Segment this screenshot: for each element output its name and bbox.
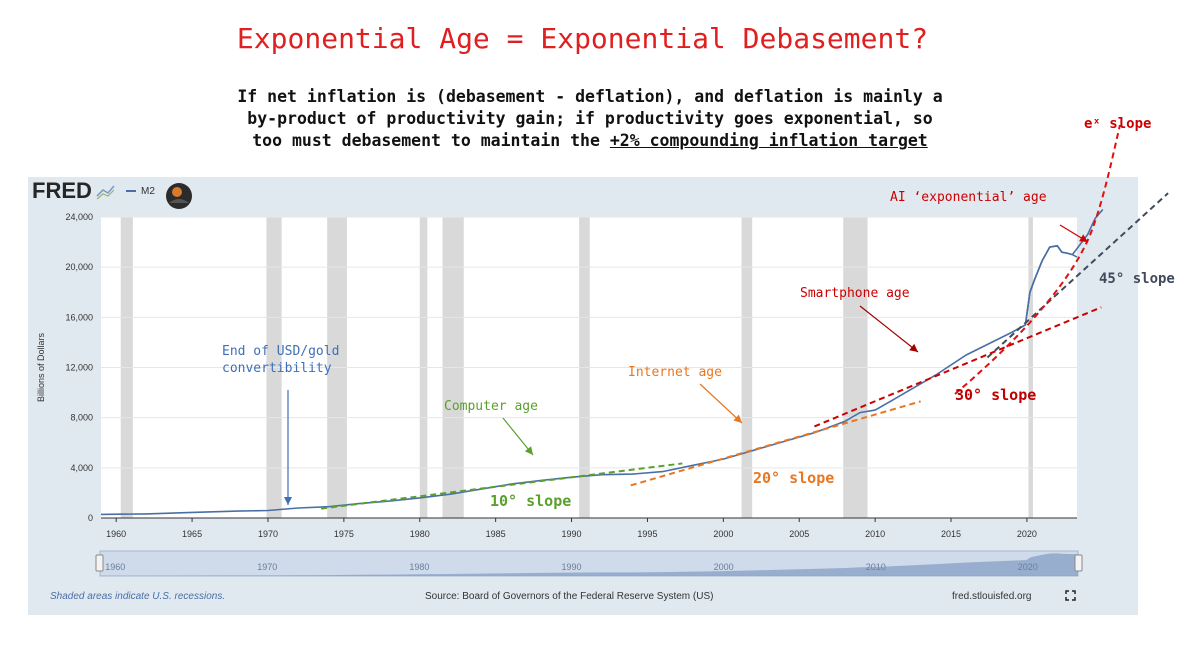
x-tick-label: 1965 xyxy=(182,529,202,539)
trend-line-10deg xyxy=(320,462,683,510)
y-tick-label: 8,000 xyxy=(70,413,93,423)
range-selector-area xyxy=(100,553,1078,576)
trend-line-45deg xyxy=(986,192,1169,359)
x-tick-label: 2015 xyxy=(941,529,961,539)
usd-gold-label-line2: convertibility xyxy=(222,361,332,376)
subtitle-line-3-prefix: too must debasement to maintain the xyxy=(252,131,610,150)
y-tick-label: 0 xyxy=(88,513,93,523)
x-tick-label: 1995 xyxy=(637,529,657,539)
avatar xyxy=(166,183,192,209)
y-axis-label: Billions of Dollars xyxy=(36,332,46,402)
fred-logo[interactable]: FRED xyxy=(32,178,92,203)
arrow-computer-age-head xyxy=(524,446,533,455)
x-tick-label: 1985 xyxy=(486,529,506,539)
x-tick-label: 1975 xyxy=(334,529,354,539)
legend-label-m2: M2 xyxy=(141,186,155,197)
range-selector-label: 1970 xyxy=(257,562,277,572)
recession-note: Shaded areas indicate U.S. recessions. xyxy=(50,591,225,602)
arrow-internet-age xyxy=(699,383,743,424)
usd-gold-label-line1: End of USD/gold xyxy=(222,344,339,359)
subtitle-line-3: too must debasement to maintain the +2% … xyxy=(160,130,1020,152)
fullscreen-icon[interactable] xyxy=(1065,590,1076,601)
slope45-label: 45° slope xyxy=(1099,271,1175,287)
y-tick-label: 16,000 xyxy=(65,312,93,322)
fred-url[interactable]: fred.stlouisfed.org xyxy=(952,591,1032,602)
inflation-target-text: +2% compounding inflation target xyxy=(609,131,928,150)
range-selector-label: 2010 xyxy=(866,562,886,572)
arrow-usd-gold-head xyxy=(284,497,292,505)
x-tick-label: 2010 xyxy=(865,529,885,539)
x-tick-label: 1980 xyxy=(410,529,430,539)
x-tick-label: 1970 xyxy=(258,529,278,539)
subtitle: If net inflation is (debasement - deflat… xyxy=(160,86,1020,152)
series-line-m2-overlay xyxy=(1011,208,1104,334)
ai-age-label: AI ‘exponential’ age xyxy=(890,190,1047,205)
x-tick-label: 1960 xyxy=(106,529,126,539)
range-selector-label: 2000 xyxy=(714,562,734,572)
trend-line-20deg xyxy=(630,400,921,487)
arrow-smartphone-age xyxy=(859,305,919,353)
subtitle-line-2: by-product of productivity gain; if prod… xyxy=(247,109,933,128)
trend-curve-exponential xyxy=(954,124,1121,395)
slope20-label: 20° slope xyxy=(753,469,834,487)
x-tick-label: 2005 xyxy=(789,529,809,539)
y-tick-label: 4,000 xyxy=(70,463,93,473)
trend-line-30deg xyxy=(814,306,1102,428)
x-tick-label: 1990 xyxy=(562,529,582,539)
arrow-internet-age-head xyxy=(733,414,742,423)
y-tick-label: 20,000 xyxy=(65,262,93,272)
page-title: Exponential Age = Exponential Debasement… xyxy=(236,22,929,55)
range-handle-right[interactable] xyxy=(1074,554,1083,572)
x-tick-label: 2020 xyxy=(1017,529,1037,539)
internet-label: Internet age xyxy=(628,365,722,380)
subtitle-line-1: If net inflation is (debasement - deflat… xyxy=(237,87,943,106)
range-selector-label: 1960 xyxy=(105,562,125,572)
range-handle-left[interactable] xyxy=(95,554,104,572)
computer-label: Computer age xyxy=(444,399,538,414)
y-tick-label: 24,000 xyxy=(65,212,93,222)
arrow-ai-age-head xyxy=(1079,234,1088,242)
range-selector-label: 1980 xyxy=(409,562,429,572)
slope30-label: 30° slope xyxy=(955,386,1036,404)
smartphone-label: Smartphone age xyxy=(800,286,910,301)
range-selector: 1960 1970 1980 1990 2000 2010 2020 xyxy=(95,550,1083,577)
arrow-smartphone-age-head xyxy=(909,343,918,352)
range-selector-label: 2020 xyxy=(1018,562,1038,572)
annotation-overlays xyxy=(284,124,1169,510)
ex-slope-label: eˣ slope xyxy=(1084,116,1151,132)
y-tick-label: 12,000 xyxy=(65,363,93,373)
fred-chart-icon xyxy=(96,185,115,200)
source-note: Source: Board of Governors of the Federa… xyxy=(425,591,713,602)
range-selector-label: 1990 xyxy=(561,562,581,572)
x-tick-label: 2000 xyxy=(713,529,733,539)
axes: 0 4,000 8,000 12,000 16,000 20,000 24,000 1960 1… xyxy=(36,212,1077,539)
slope10-label: 10° slope xyxy=(490,492,571,510)
